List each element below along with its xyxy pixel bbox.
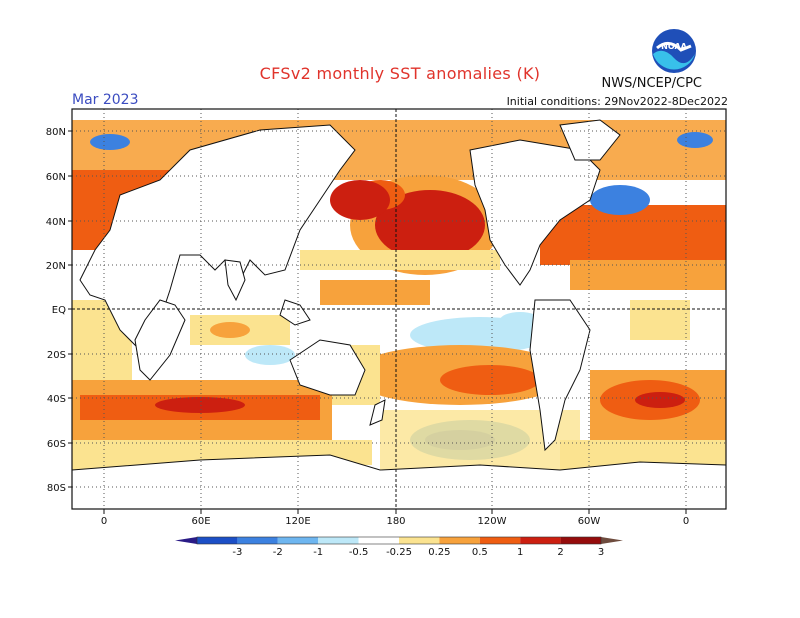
lon-label: 120E: [285, 516, 310, 527]
equator-dateline: [72, 109, 726, 509]
colorbar-segment: [237, 537, 278, 544]
lat-label: 40S: [47, 394, 66, 405]
colorbar-segment: [277, 537, 319, 544]
noaa-logo: NOAA: [652, 29, 696, 73]
lon-label: 0: [683, 516, 689, 527]
longitude-axis: 0 60E 120E 180 120W 60W 0: [101, 509, 689, 527]
colorbar-max-arrow: [601, 537, 623, 544]
lon-label: 180: [386, 516, 405, 527]
colorbar-segment: [439, 537, 480, 544]
lat-label: 40N: [46, 217, 66, 228]
lat-label: 60N: [46, 172, 66, 183]
lat-label: 20N: [46, 261, 66, 272]
lat-label: 60S: [47, 439, 66, 450]
colorbar-label: 0.5: [472, 547, 488, 558]
lat-label: 80S: [47, 483, 66, 494]
land-masses: [72, 119, 726, 509]
lon-label: 60W: [578, 516, 601, 527]
colorbar-segment: [399, 537, 440, 544]
colorbar-min-arrow: [175, 537, 197, 544]
colorbar-label: -1: [313, 547, 323, 558]
lon-label: 0: [101, 516, 107, 527]
forecast-month: Mar 2023: [72, 92, 139, 108]
lat-label: 80N: [46, 127, 66, 138]
colorbar-segment: [358, 537, 399, 544]
colorbar-label: -0.25: [386, 547, 412, 558]
colorbar-segment: [479, 537, 521, 544]
colorbar-segment: [560, 537, 601, 544]
lat-label: EQ: [52, 305, 66, 316]
colorbar-label: -0.5: [349, 547, 369, 558]
colorbar-outline: [196, 536, 602, 545]
lat-label: 20S: [47, 350, 66, 361]
colorbar-label: 1: [517, 547, 523, 558]
agency-label: NWS/NCEP/CPC: [601, 76, 702, 91]
initial-conditions: Initial conditions: 29Nov2022-8Dec2022: [506, 95, 728, 108]
colorbar-segment: [520, 537, 561, 544]
colorbar-label: -2: [273, 547, 283, 558]
colorbar-label: 3: [598, 547, 604, 558]
colorbar: -3 -2 -1 -0.5 -0.25 0.25 0.5 1 2 3: [175, 536, 623, 558]
colorbar-label: -3: [232, 547, 242, 558]
logo-text: NOAA: [661, 42, 687, 51]
lon-label: 60E: [191, 516, 210, 527]
lon-label: 120W: [478, 516, 507, 527]
colorbar-segment: [318, 537, 359, 544]
map-title: CFSv2 monthly SST anomalies (K): [259, 64, 541, 83]
colorbar-segment: [197, 537, 238, 544]
colorbar-label: 2: [557, 547, 563, 558]
colorbar-label: 0.25: [428, 547, 450, 558]
latitude-axis: 80N 60N 40N 20N EQ 20S 40S 60S 80S: [46, 127, 72, 494]
